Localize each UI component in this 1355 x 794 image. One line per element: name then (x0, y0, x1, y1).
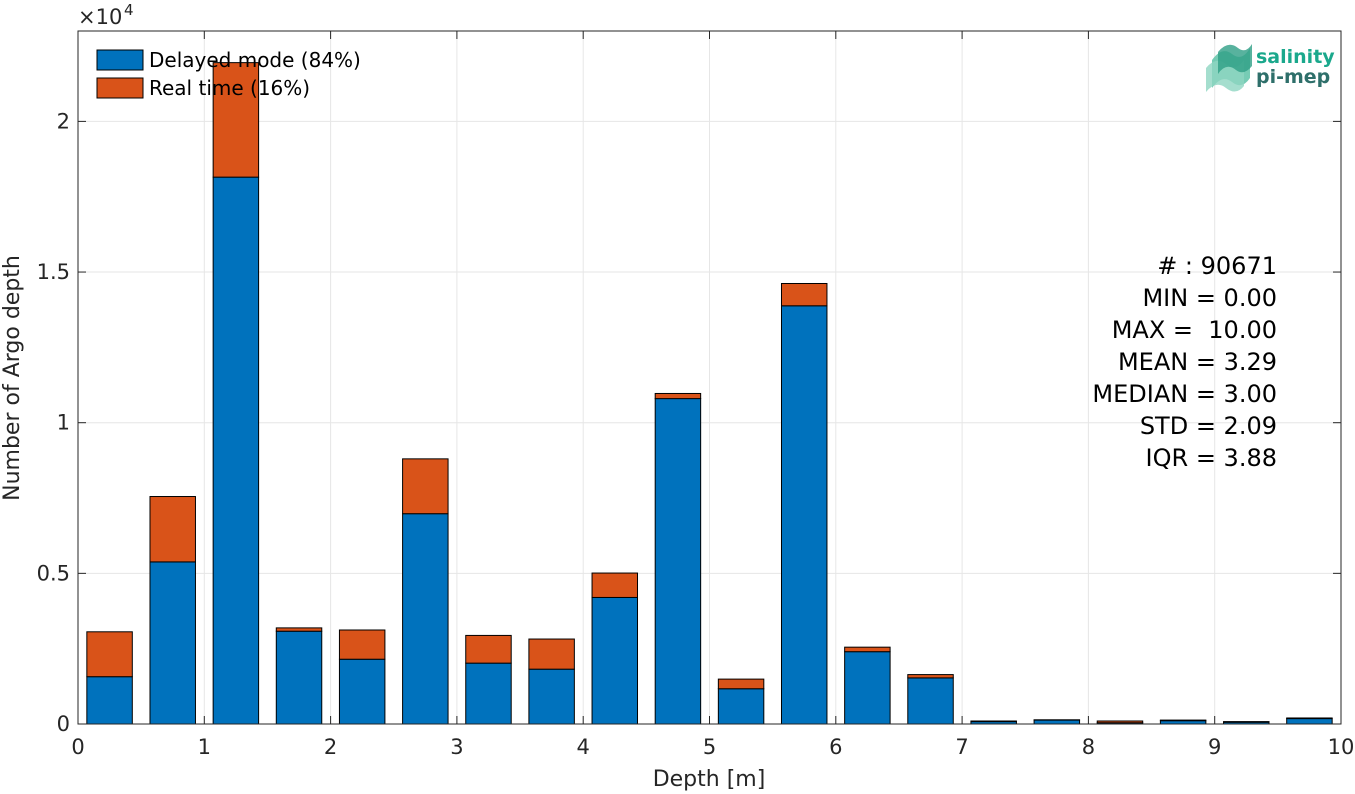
stats-iqr: IQR = 3.88 (1146, 444, 1277, 472)
bar-real-time (1096, 720, 1144, 724)
x-tick-label: 10 (1328, 735, 1355, 759)
bar-delayed-mode (907, 677, 954, 725)
wave-logo-icon (1206, 44, 1252, 92)
bar-delayed-mode (1033, 719, 1081, 725)
bar-real-time (275, 627, 323, 632)
bar-real-time (654, 392, 702, 400)
y-exponent-base: ×10 (78, 5, 122, 29)
bar-real-time (338, 629, 386, 660)
stats-count: # : 90671 (1157, 252, 1277, 280)
x-tick-label: 8 (1082, 735, 1095, 759)
stats-min: MIN = 0.00 (1142, 284, 1277, 312)
stats-median: MEDIAN = 3.00 (1092, 380, 1277, 408)
stats-mean: MEAN = 3.29 (1118, 348, 1277, 376)
bar-real-time (402, 458, 449, 515)
stats-max: MAX = 10.00 (1112, 316, 1277, 344)
bar-delayed-mode (465, 662, 512, 725)
y-tick-label: 0 (57, 712, 70, 736)
stats-box: # : 90671 MIN = 0.00 MAX = 10.00 MEAN = … (1092, 252, 1277, 472)
bar-real-time (528, 638, 575, 670)
y-tick-label: 2 (57, 109, 70, 133)
logo-line2: pi-mep (1256, 66, 1330, 88)
bar-real-time (907, 674, 954, 679)
legend-swatch-realtime (96, 77, 144, 99)
salinity-pimep-logo: salinity pi-mep (1206, 44, 1335, 92)
legend-swatch-delayed (96, 49, 144, 71)
x-tick-label: 4 (577, 735, 590, 759)
ticks: 0 1 2 3 4 5 6 7 8 9 10 0 0.5 1 1.5 2 (37, 31, 1355, 759)
logo-line1: salinity (1256, 46, 1335, 68)
bar-delayed-mode (844, 651, 891, 725)
bar-delayed-mode (275, 630, 323, 725)
y-tick-label: 1 (57, 411, 70, 435)
x-tick-label: 0 (71, 735, 84, 759)
bar-delayed-mode (591, 596, 639, 725)
bar-delayed-mode (1286, 718, 1333, 725)
x-tick-label: 9 (1208, 735, 1221, 759)
bar-delayed-mode (402, 513, 449, 725)
stats-std: STD = 2.09 (1140, 412, 1277, 440)
bar-delayed-mode (212, 176, 260, 725)
bar-real-time (970, 720, 1017, 723)
bar-real-time (212, 62, 260, 178)
x-tick-label: 7 (955, 735, 968, 759)
bar-real-time (780, 282, 828, 307)
x-axis-title: Depth [m] (653, 767, 766, 792)
bar-delayed-mode (717, 688, 765, 725)
bar-real-time (844, 646, 891, 653)
y-tick-label: 0.5 (37, 561, 70, 585)
legend: Delayed mode (84%) Real time (16%) (96, 48, 361, 100)
bar-real-time (149, 496, 196, 563)
y-exponent-power: 4 (124, 1, 134, 19)
x-tick-label: 2 (324, 735, 337, 759)
bar-real-time (465, 634, 512, 664)
legend-label-delayed: Delayed mode (84%) (149, 48, 361, 72)
bar-real-time (717, 678, 765, 690)
x-tick-label: 3 (450, 735, 463, 759)
x-tick-label: 5 (703, 735, 716, 759)
bar-delayed-mode (149, 561, 196, 725)
bar-real-time (86, 631, 133, 678)
bars (86, 62, 1333, 725)
bar-delayed-mode (338, 658, 386, 725)
bar-real-time (1159, 719, 1207, 722)
bar-delayed-mode (780, 305, 828, 725)
x-tick-label: 6 (829, 735, 842, 759)
bar-real-time (591, 572, 639, 598)
legend-label-realtime: Real time (16%) (149, 76, 310, 100)
bar-delayed-mode (654, 398, 702, 725)
y-axis-title: Number of Argo depth (0, 255, 25, 501)
bar-real-time (1223, 721, 1270, 723)
x-tick-label: 1 (198, 735, 211, 759)
bar-real-time (1286, 717, 1333, 720)
bar-delayed-mode (528, 668, 575, 725)
y-tick-label: 1.5 (37, 260, 70, 284)
bar-delayed-mode (86, 676, 133, 725)
